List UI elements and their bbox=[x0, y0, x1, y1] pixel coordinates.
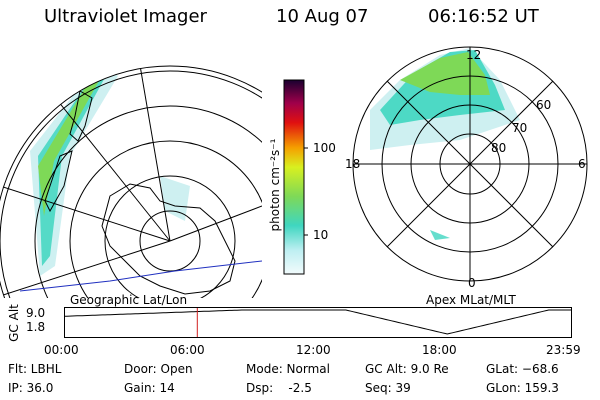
mlat-label-70: 70 bbox=[512, 121, 528, 135]
mlt-label-6: 6 bbox=[578, 157, 586, 171]
timeline-ytick-1.8: 1.8 bbox=[26, 320, 46, 334]
status-door: Door: Open bbox=[124, 362, 193, 376]
status-glat: GLat: −68.6 bbox=[486, 362, 559, 376]
status-dsp: Dsp: -2.5 bbox=[246, 381, 312, 395]
time-label: 06:16:52 UT bbox=[428, 6, 539, 27]
date-label: 10 Aug 07 bbox=[276, 6, 369, 27]
timeline-ytick-9: 9.0 bbox=[26, 306, 46, 320]
status-seq: Seq: 39 bbox=[365, 381, 411, 395]
mlt-label-18: 18 bbox=[345, 157, 361, 171]
status-gcalt: GC Alt: 9.0 Re bbox=[365, 362, 449, 376]
timeline-ylabel: GC Alt bbox=[7, 304, 21, 342]
antarctica-coast bbox=[101, 183, 236, 295]
colorbar bbox=[283, 79, 308, 275]
colorbar-unit-label: photon cm⁻²s⁻¹ bbox=[268, 138, 282, 232]
mlat-label-80: 80 bbox=[491, 141, 507, 155]
timeline-xtick-2359: 23:59 bbox=[546, 343, 581, 357]
status-gain: Gain: 14 bbox=[124, 381, 175, 395]
status-filter: Flt: LBHL bbox=[8, 362, 62, 376]
timeline-xtick-1800: 18:00 bbox=[422, 343, 457, 357]
altitude-timeline bbox=[64, 307, 572, 338]
apex-panel-label: Apex MLat/MLT bbox=[426, 293, 516, 307]
mlt-label-0: 0 bbox=[468, 276, 476, 290]
geographic-map bbox=[0, 65, 262, 298]
timeline-xtick-1200: 12:00 bbox=[296, 343, 331, 357]
geographic-panel-label: Geographic Lat/Lon bbox=[70, 293, 188, 307]
status-ip: IP: 36.0 bbox=[8, 381, 54, 395]
mlat-label-60: 60 bbox=[536, 98, 552, 112]
timeline-xtick-0000: 00:00 bbox=[44, 343, 79, 357]
status-glon: GLon: 159.3 bbox=[486, 381, 559, 395]
orbit-track bbox=[19, 260, 262, 292]
colorbar-tick-10: 10 bbox=[313, 228, 329, 242]
apex-polar-map bbox=[352, 46, 588, 282]
instrument-title: Ultraviolet Imager bbox=[44, 6, 207, 27]
apex-aurora-strong bbox=[400, 52, 490, 95]
timeline-xtick-0600: 06:00 bbox=[170, 343, 205, 357]
status-mode: Mode: Normal bbox=[246, 362, 330, 376]
mlt-label-12: 12 bbox=[466, 48, 482, 62]
colorbar-tick-100: 100 bbox=[313, 141, 336, 155]
